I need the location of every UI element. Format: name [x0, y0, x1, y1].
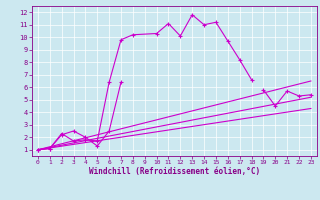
- X-axis label: Windchill (Refroidissement éolien,°C): Windchill (Refroidissement éolien,°C): [89, 167, 260, 176]
